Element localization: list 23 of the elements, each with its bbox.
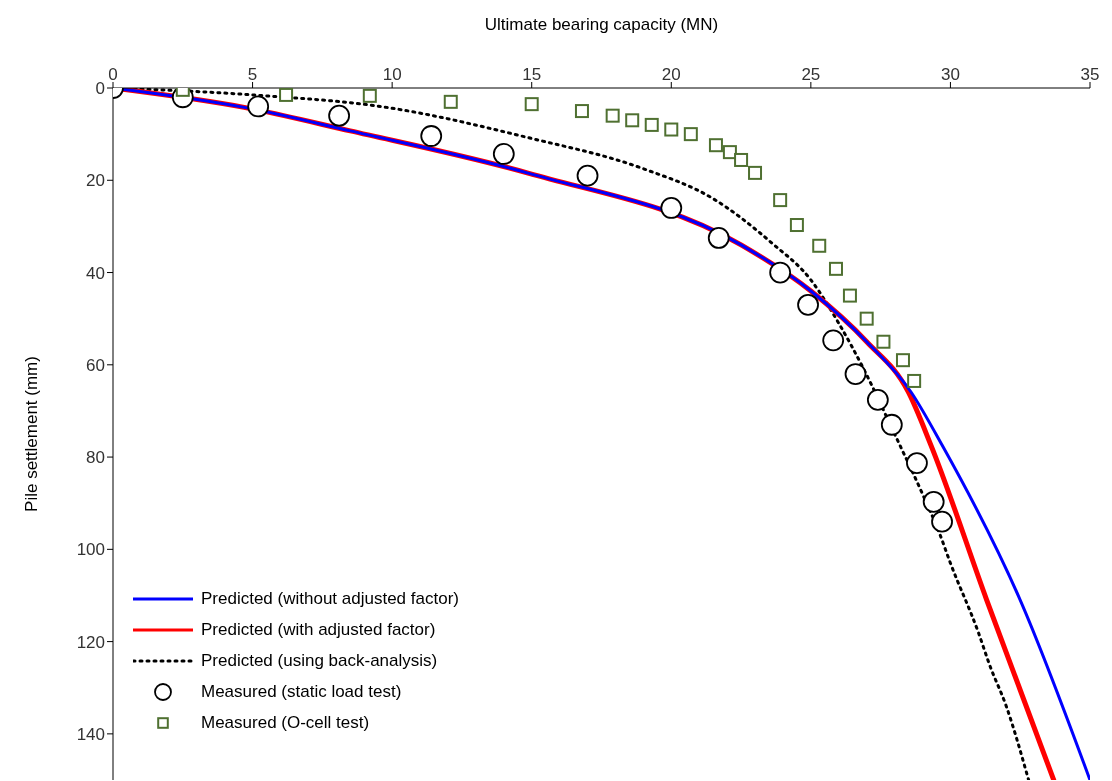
x-tick-label: 0 (108, 65, 118, 84)
y-tick-label: 80 (86, 448, 105, 468)
x-tick-label: 5 (247, 65, 258, 84)
x-tick-label: 15 (522, 65, 542, 84)
legend-label: Measured (static load test) (201, 681, 402, 702)
legend-label: Predicted (with adjusted factor) (201, 619, 436, 640)
y-tick-label: 140 (76, 724, 105, 744)
y-tick-label: 20 (86, 171, 105, 191)
legend-label: Measured (O-cell test) (201, 712, 370, 733)
x-tick-label: 25 (801, 65, 821, 84)
x-tick-label: 30 (940, 65, 960, 84)
y-tick-label: 100 (76, 540, 105, 560)
y-tick-label: 120 (76, 632, 105, 652)
y-tick-label: 0 (95, 79, 105, 99)
y-tick-label: 60 (86, 355, 105, 375)
y-tick-label: 40 (86, 263, 105, 283)
x-tick-label: 20 (661, 65, 681, 84)
y-axis-title: Pile settlement (mm) (22, 356, 42, 512)
x-axis-title: Ultimate bearing capacity (MN) (484, 15, 719, 35)
x-tick-label: 10 (382, 65, 402, 84)
legend-label: Predicted (using back-analysis) (201, 650, 438, 671)
x-tick-label: 35 (1080, 65, 1100, 84)
legend-label: Predicted (without adjusted factor) (201, 588, 459, 609)
